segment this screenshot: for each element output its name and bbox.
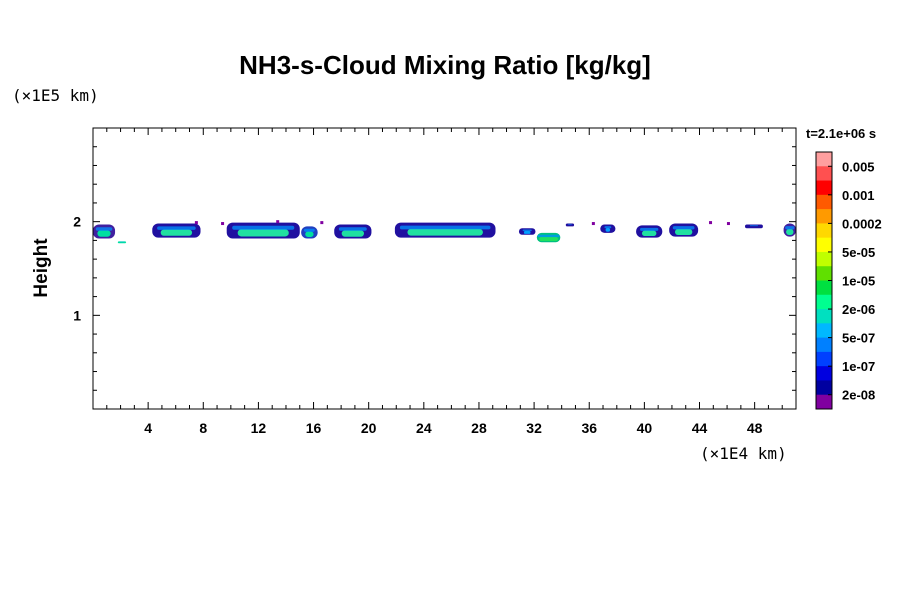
colorbar-label: 1e-07 — [842, 359, 875, 374]
colorbar-swatch — [816, 237, 832, 253]
cloud-patch-core — [568, 224, 572, 226]
cloud-patch-band — [537, 234, 560, 238]
cloud-speck — [194, 221, 198, 225]
cloud-patch-core — [407, 228, 483, 236]
x-tick-label: 16 — [306, 420, 322, 436]
y-axis-label: Height — [31, 238, 52, 298]
cloud-patch-band — [338, 227, 367, 231]
colorbar-swatch — [816, 223, 832, 239]
cloud-patch-band — [232, 225, 295, 230]
chart-title: NH3-s-Cloud Mixing Ratio [kg/kg] — [239, 50, 651, 80]
colorbar-swatch — [816, 152, 832, 167]
cloud-patch-core — [523, 230, 531, 234]
cloud-patch-core — [160, 229, 193, 236]
time-label: t=2.1e+06 s — [806, 126, 876, 141]
colorbar-swatch — [816, 194, 832, 210]
cloud-patch-core — [786, 229, 794, 235]
colorbar-swatch — [816, 394, 832, 410]
colorbar-swatch — [816, 209, 832, 224]
cloud-patch-core — [539, 236, 558, 242]
x-tick-label: 12 — [251, 420, 267, 436]
colorbar-swatch — [816, 280, 832, 296]
cloud-speck — [221, 222, 225, 226]
cloud-patch-core — [751, 226, 757, 228]
cloud-speck — [709, 221, 713, 225]
x-tick-label: 32 — [526, 420, 542, 436]
cloud-patch-core — [97, 230, 111, 237]
cloud-patch-core — [674, 229, 693, 235]
x-unit-label: (×1E4 km) — [700, 444, 787, 463]
colorbar-label: 5e-05 — [842, 245, 875, 260]
cloud-patch-band — [785, 226, 795, 230]
cloud-patch-core — [641, 230, 657, 237]
cloud-patch-band — [604, 226, 612, 229]
x-tick-label: 44 — [692, 420, 708, 436]
colorbar-label: 0.001 — [842, 188, 875, 203]
x-tick-label: 24 — [416, 420, 432, 436]
cloud-patch-band — [568, 224, 572, 225]
x-tick-label: 40 — [637, 420, 653, 436]
cloud-speck — [591, 222, 595, 226]
colorbar-swatch — [816, 337, 832, 353]
cloud-patch-band — [749, 225, 758, 227]
y-unit-label: (×1E5 km) — [12, 86, 99, 105]
cloud-patch-core — [119, 242, 125, 243]
plot-area — [93, 220, 796, 244]
colorbar-swatch — [816, 380, 832, 396]
plot-frame — [92, 127, 797, 410]
x-tick-label: 4 — [144, 420, 152, 436]
colorbar-swatch — [816, 180, 832, 196]
cloud-patch-core — [341, 230, 364, 237]
cloud-patch-band — [672, 226, 695, 230]
cloud-patch-band — [640, 227, 659, 231]
cloud-patch-band — [304, 228, 315, 232]
cloud-patch-core — [605, 228, 611, 232]
cloud-patch-band — [399, 225, 491, 230]
colorbar-swatch — [816, 251, 832, 267]
colorbar-swatch — [816, 351, 832, 367]
cloud-speck — [726, 222, 730, 226]
colorbar-label: 2e-08 — [842, 388, 875, 403]
colorbar-label: 2e-06 — [842, 302, 875, 317]
colorbar-label: 5e-07 — [842, 331, 875, 346]
y-tick-label: 2 — [73, 214, 81, 230]
x-tick-label: 20 — [361, 420, 377, 436]
cloud-patch-core — [305, 231, 314, 237]
colorbar-label: 0.0002 — [842, 216, 882, 231]
cloud-speck — [276, 220, 280, 224]
cloud-patch-band — [522, 229, 532, 232]
cloud-patch-core — [237, 229, 289, 237]
colorbar-swatch — [816, 266, 832, 281]
y-tick-label: 1 — [73, 307, 81, 323]
colorbar: 0.005 0.001 0.0002 5e-05 1e-05 2e-06 5e-07 1e-0… — [815, 151, 882, 410]
colorbar-swatch — [816, 294, 832, 310]
x-tick-label: 8 — [199, 420, 207, 436]
cloud-patch-band — [95, 227, 113, 231]
x-tick-label: 28 — [471, 420, 487, 436]
colorbar-label: 0.005 — [842, 159, 875, 174]
cloud-speck — [320, 221, 324, 225]
colorbar-swatch — [816, 366, 832, 381]
x-tick-label: 36 — [581, 420, 597, 436]
colorbar-swatch — [816, 309, 832, 324]
colorbar-swatch — [816, 166, 832, 182]
x-tick-label: 48 — [747, 420, 763, 436]
cloud-patch-band — [157, 226, 196, 230]
colorbar-label: 1e-05 — [842, 274, 875, 289]
colorbar-swatch — [816, 323, 832, 339]
